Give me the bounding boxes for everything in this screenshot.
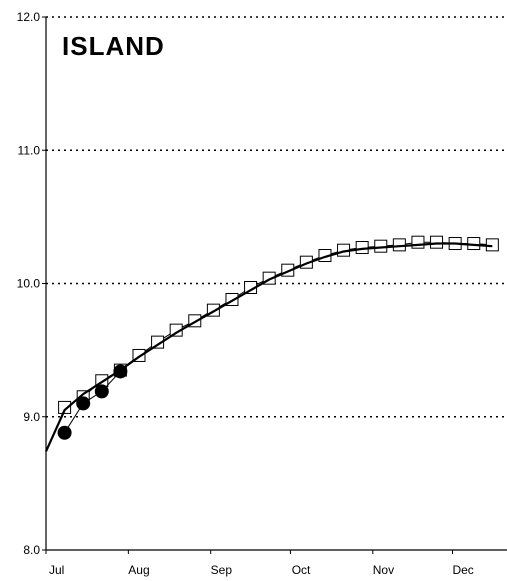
circle-marker [94,384,109,399]
x-tick-label: Dec [452,563,473,577]
x-tick-label: Sep [211,563,233,577]
y-tick-label: 10.0 [17,277,41,291]
circle-marker [57,425,72,440]
series-group [44,242,493,452]
y-tick-label: 12.0 [17,10,41,24]
gridlines [46,16,507,418]
square-marker [58,400,72,414]
y-tick-label: 9.0 [23,410,40,424]
x-tick-label: Aug [128,563,149,577]
series-layer [44,235,499,452]
circle-marker [76,396,91,411]
square-marker [430,235,444,249]
square-marker [411,235,425,249]
x-axis-ticks: Jul Aug Sep Oct Nov Dec [45,550,474,577]
x-tick-label: Nov [373,563,394,577]
y-tick-label: 11.0 [18,143,41,157]
y-tick-label: 8.0 [23,543,40,557]
series-line [64,371,121,433]
y-axis-ticks: 8.0 9.0 10.0 11.0 12.0 [17,10,46,557]
x-tick-label: Jul [49,563,64,577]
fitted-curve-line [44,242,493,452]
chart-title: ISLAND [62,31,165,61]
x-tick-label: Oct [292,563,311,577]
